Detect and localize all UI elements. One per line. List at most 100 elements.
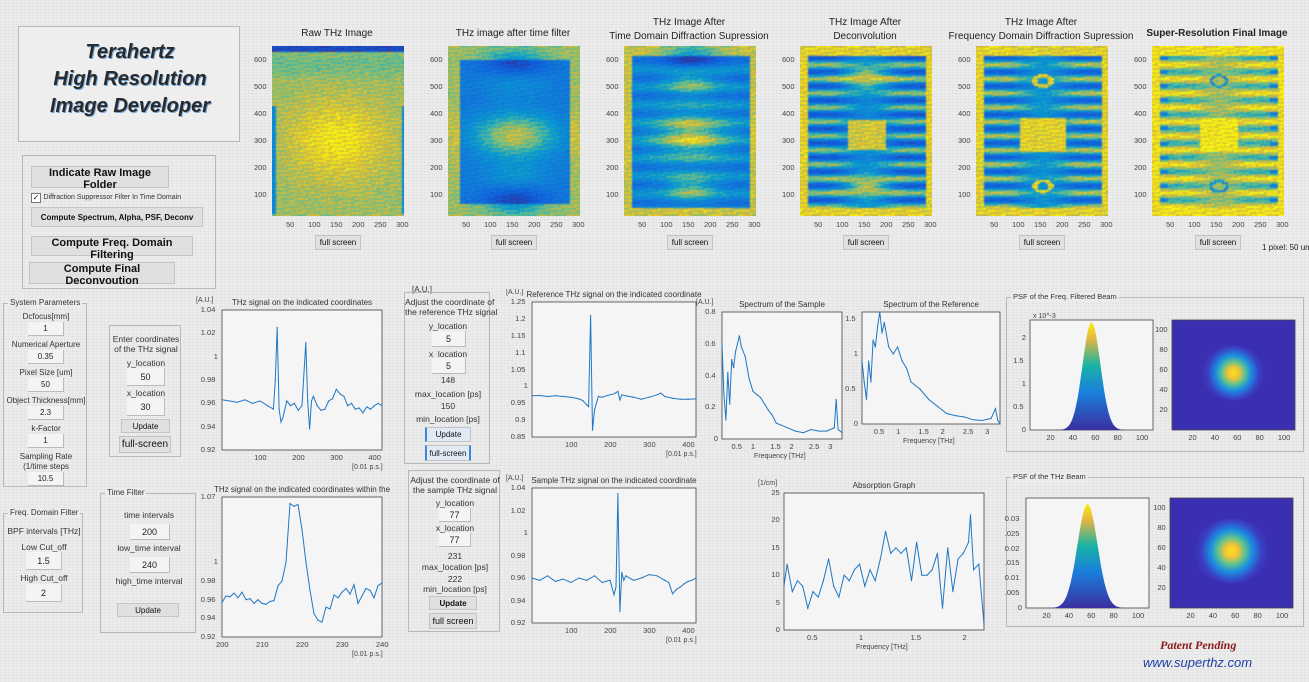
- data-point: [779, 424, 781, 426]
- y-tick-label: 0.92: [200, 632, 216, 641]
- system-param-input[interactable]: 1: [28, 322, 64, 336]
- image-xtick: 250: [550, 220, 563, 229]
- chart-xlabel: Frequency [THz]: [903, 438, 955, 445]
- sample-y-input[interactable]: 77: [439, 508, 471, 522]
- data-point: [928, 398, 930, 401]
- sample-fullscreen-button[interactable]: full screen: [429, 613, 477, 629]
- y-tick-label: 1.5: [845, 314, 856, 323]
- chart-ylabel: [A.U.]: [506, 475, 524, 482]
- y-tick-label: 0: [775, 625, 780, 634]
- sample-update-button[interactable]: Update: [429, 596, 477, 610]
- ref-min-value: 150: [440, 401, 456, 411]
- thz-image-final[interactable]: [1152, 46, 1284, 216]
- data-point: [554, 395, 556, 397]
- system-param-input[interactable]: 10.5: [28, 472, 64, 486]
- thz-image-fdds[interactable]: [976, 46, 1108, 216]
- ref-y-input[interactable]: 5: [432, 331, 466, 347]
- image-ytick: 100: [606, 190, 619, 199]
- data-point: [609, 579, 611, 581]
- y-tick-label: 1.1: [515, 347, 526, 357]
- diffraction-checkbox[interactable]: ✓: [31, 192, 41, 203]
- fullscreen-button-final[interactable]: full screen: [1195, 235, 1241, 250]
- thz-image-raw[interactable]: [272, 46, 404, 216]
- ref-x-input[interactable]: 5: [432, 358, 466, 374]
- data-point: [341, 591, 343, 593]
- fullscreen-button-tdds[interactable]: full screen: [667, 235, 713, 250]
- system-param-input[interactable]: 2.3: [28, 406, 64, 420]
- thz-image-deconv[interactable]: [800, 46, 932, 216]
- compute-freq-filtering-button[interactable]: Compute Freq. Domain Filtering: [31, 236, 193, 261]
- system-param-input[interactable]: 0.35: [28, 350, 64, 364]
- fullscreen-button-raw[interactable]: full screen: [315, 235, 361, 250]
- image-xtick: 100: [836, 220, 849, 229]
- website-link[interactable]: www.superthz.com: [1143, 655, 1253, 670]
- image-ytick: 400: [958, 109, 971, 118]
- data-point: [317, 619, 319, 621]
- y-tick-label: 20: [1157, 583, 1166, 592]
- coords-update-button[interactable]: Update: [121, 419, 170, 433]
- data-point: [293, 402, 295, 404]
- data-point: [357, 602, 359, 604]
- data-point: [335, 388, 337, 390]
- data-point: [241, 591, 243, 593]
- data-point: [794, 430, 797, 432]
- compute-spectrum-button[interactable]: Compute Spectrum, Alpha, PSF, Deconv: [31, 207, 203, 227]
- time-value-1[interactable]: 200: [130, 524, 170, 540]
- thz-image-time[interactable]: [448, 46, 580, 216]
- data-point: [672, 593, 674, 595]
- data-point: [286, 400, 288, 402]
- data-point: [615, 586, 617, 588]
- fullscreen-button-time[interactable]: full screen: [491, 235, 537, 250]
- data-point: [333, 594, 335, 596]
- y-tick-label: 0.94: [510, 595, 526, 605]
- psf-freq-exponent: x 10^-3: [1033, 313, 1056, 320]
- sample-x-input[interactable]: 77: [439, 533, 471, 547]
- x-tick-label: 1.5: [910, 633, 922, 642]
- ref-update-button[interactable]: Update: [425, 427, 471, 442]
- thz-image-tdds[interactable]: [624, 46, 756, 216]
- data-point: [838, 596, 840, 598]
- indicate-folder-button[interactable]: Indicate Raw Image Folder: [31, 166, 169, 191]
- image-ytick: 100: [958, 190, 971, 199]
- system-param-input[interactable]: 50: [28, 378, 64, 392]
- sample-y-label: y_location: [435, 498, 475, 508]
- high-cutoff-input[interactable]: 2: [26, 584, 62, 602]
- data-point: [310, 400, 313, 402]
- low-cutoff-input[interactable]: 1.5: [26, 552, 62, 570]
- data-point: [625, 395, 627, 397]
- image-ytick: 300: [254, 136, 267, 145]
- fullscreen-button-deconv[interactable]: full screen: [843, 235, 889, 250]
- data-point: [695, 398, 697, 400]
- coords-fullscreen-button[interactable]: full-screen: [119, 436, 171, 453]
- data-point: [901, 360, 903, 362]
- sample-max-value: 231: [447, 551, 463, 561]
- data-point: [373, 405, 375, 407]
- system-param-input[interactable]: 1: [28, 434, 64, 448]
- data-point: [365, 587, 367, 590]
- y-tick-label: 1.2: [515, 313, 526, 323]
- data-point: [865, 398, 868, 401]
- time-update-button[interactable]: Update: [117, 603, 179, 617]
- image-xtick: 250: [1254, 220, 1267, 229]
- image-xtick: 50: [638, 220, 647, 229]
- fullscreen-button-fdds[interactable]: full screen: [1019, 235, 1065, 250]
- data-point: [297, 503, 299, 506]
- time-filter-panel: Time Filter time intervals 200 low_time …: [100, 488, 196, 633]
- sample-min-label: min_location [ps]: [423, 584, 487, 594]
- x-tick-label: 100: [565, 440, 578, 449]
- data-point: [293, 505, 295, 507]
- data-point: [874, 346, 876, 348]
- time-value-2[interactable]: 240: [130, 557, 170, 573]
- compute-final-deconvolution-button[interactable]: Compute Final Deconvoution: [29, 262, 175, 287]
- title-line-2: High Resolution: [53, 68, 207, 90]
- data-point: [593, 409, 596, 411]
- coords-x-input[interactable]: 30: [127, 398, 165, 416]
- image-ytick: 500: [958, 82, 971, 91]
- data-point: [358, 407, 360, 409]
- coords-y-input[interactable]: 50: [127, 368, 165, 386]
- ref-fullscreen-button[interactable]: full-screen: [425, 445, 471, 461]
- diffraction-checkbox-row[interactable]: ✓ Diffraction Suppressor Filter In Time …: [31, 192, 215, 204]
- data-point: [590, 314, 592, 317]
- data-point: [802, 585, 804, 587]
- x-tick-label: 300: [330, 453, 343, 462]
